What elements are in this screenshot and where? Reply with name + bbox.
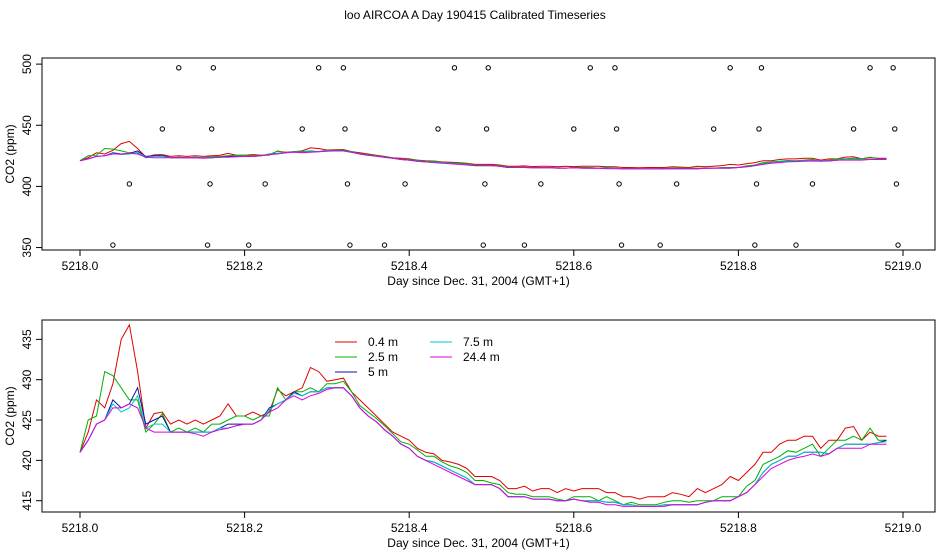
calibration-point — [159, 126, 166, 132]
series-line — [79, 370, 887, 506]
x-tick-label: 5218.2 — [226, 521, 263, 535]
y-tick-label: 450 — [20, 115, 34, 135]
calibration-point — [381, 242, 388, 248]
x-tick-label: 5218.0 — [62, 521, 99, 535]
x-axis-label: Day since Dec. 31, 2004 (GMT+1) — [387, 536, 569, 550]
calibration-point — [126, 181, 133, 187]
calibration-point — [262, 181, 268, 187]
x-tick-label: 5218.4 — [391, 521, 428, 535]
x-tick-label: 5218.8 — [720, 259, 757, 273]
x-tick-label: 5218.2 — [226, 259, 263, 273]
calibration-point — [890, 65, 896, 71]
calibration-point — [176, 65, 182, 71]
calibration-point — [344, 181, 351, 187]
calibration-point — [204, 242, 211, 248]
series-line — [79, 386, 887, 507]
calibration-point — [809, 181, 816, 187]
calibration-point — [673, 181, 680, 187]
calibration-panel: 5218.0 5218.2 5218.4 5218.6 5218.8 5219.0 350 4… — [3, 54, 936, 288]
calibration-point — [347, 242, 353, 248]
calibration-point — [867, 65, 873, 71]
legend-label: 2.5 m — [368, 350, 398, 364]
x-tick-label: 5218.8 — [720, 521, 757, 535]
calibration-point — [756, 126, 762, 132]
calibration-point — [571, 126, 577, 132]
x-tick-label: 5219.0 — [885, 521, 922, 535]
calibration-point — [483, 126, 490, 132]
calibration-point — [521, 242, 528, 248]
calibration-point — [895, 242, 901, 248]
series-line — [79, 140, 887, 169]
calibration-point — [342, 126, 348, 132]
calibration-point — [758, 65, 765, 71]
figure-title: loo AIRCOA A Day 190415 Calibrated Times… — [344, 8, 606, 22]
legend-label: 5 m — [368, 365, 388, 379]
y-tick-label: 430 — [20, 369, 34, 389]
y-tick-label: 420 — [20, 450, 34, 470]
plot-frame — [41, 319, 936, 513]
legend-label: 7.5 m — [463, 335, 493, 349]
series-line — [79, 323, 887, 500]
calibration-point — [727, 65, 733, 71]
series-line — [79, 387, 887, 507]
calibration-point — [753, 181, 760, 187]
y-tick-label: 500 — [20, 54, 34, 74]
x-tick-label: 5218.6 — [555, 259, 592, 273]
calibration-point — [435, 126, 441, 132]
x-tick-label: 5218.0 — [62, 259, 99, 273]
calibration-point — [485, 65, 491, 71]
series-line — [79, 150, 887, 170]
calibration-point — [208, 126, 215, 132]
calibration-point — [402, 181, 408, 187]
calibration-point — [451, 65, 458, 71]
x-tick-label: 5218.6 — [555, 521, 592, 535]
calibration-point — [340, 65, 347, 71]
series-line — [79, 150, 887, 170]
legend-label: 24.4 m — [463, 350, 500, 364]
y-axis-label: CO2 (ppm) — [3, 386, 17, 445]
y-tick-label: 350 — [20, 237, 34, 257]
calibration-point — [207, 181, 213, 187]
series-line — [79, 150, 887, 170]
x-axis-label: Day since Dec. 31, 2004 (GMT+1) — [387, 274, 569, 288]
legend-label: 0.4 m — [368, 335, 398, 349]
calibration-point — [893, 181, 900, 187]
calibration-point — [657, 242, 663, 248]
calibration-point — [752, 242, 758, 248]
y-tick-label: 425 — [20, 410, 34, 430]
calibration-point — [613, 126, 620, 132]
calibration-point — [711, 126, 717, 132]
plot-frame — [41, 57, 936, 251]
calibration-point — [482, 181, 488, 187]
calibration-point — [618, 242, 625, 248]
calibration-point — [480, 242, 486, 248]
calibration-point — [538, 181, 544, 187]
y-tick-label: 415 — [20, 490, 34, 510]
y-axis-label: CO2 (ppm) — [3, 124, 17, 183]
calibration-point — [587, 65, 593, 71]
calibration-point — [110, 242, 116, 248]
y-tick-label: 435 — [20, 329, 34, 349]
calibration-point — [892, 126, 898, 132]
calibration-point — [299, 126, 305, 132]
x-tick-label: 5218.4 — [391, 259, 428, 273]
calibration-point — [850, 126, 857, 132]
calibration-point — [793, 242, 799, 248]
series-line — [79, 147, 887, 170]
series-line — [79, 387, 887, 507]
calibration-point — [612, 65, 618, 71]
calibration-point — [315, 65, 322, 71]
x-tick-label: 5219.0 — [885, 259, 922, 273]
calibration-point — [246, 242, 252, 248]
calibration-point — [210, 65, 217, 71]
calibration-point — [616, 181, 622, 187]
profile-panel: 5218.0 5218.2 5218.4 5218.6 5218.8 5219.0 415 4… — [3, 319, 936, 550]
y-tick-label: 400 — [20, 176, 34, 196]
